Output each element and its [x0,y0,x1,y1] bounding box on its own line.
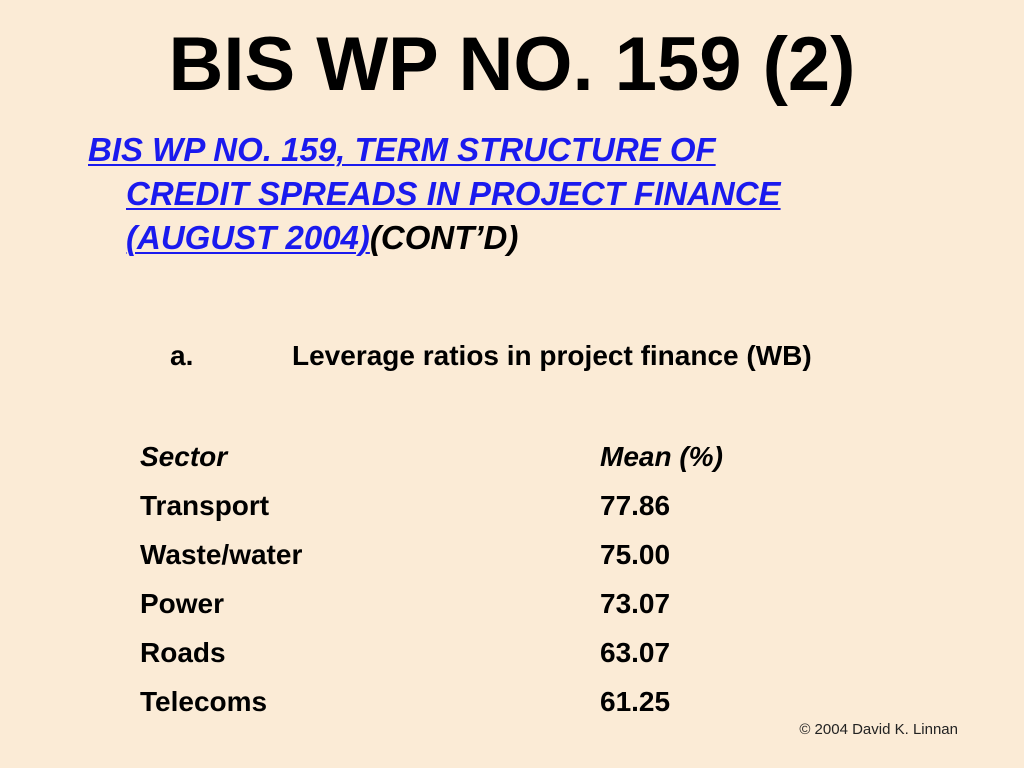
mean-cell: 61.25 [600,686,671,717]
bullet-paragraph: BIS WP NO. 159, TERM STRUCTURE OF CREDIT… [88,128,948,260]
copyright-notice: © 2004 David K. Linnan [799,721,958,738]
mean-cell: 73.07 [600,588,671,619]
subitem-marker: a. [170,340,194,371]
mean-cell: 63.07 [600,637,671,668]
subitem-heading: Leverage ratios in project finance (WB) [292,340,812,371]
slide-title: BIS WP NO. 159 (2) [168,22,856,107]
sector-cell: Telecoms [140,686,268,717]
sector-cell: Power [140,588,225,619]
continued-label: (CONT’D) [369,219,519,256]
paper-link-line-1[interactable]: BIS WP NO. 159, TERM STRUCTURE OF [88,131,716,168]
paper-link-line-2[interactable]: CREDIT SPREADS IN PROJECT FINANCE [126,175,781,212]
mean-cell: 75.00 [600,539,671,570]
sector-cell: Waste/water [140,539,303,570]
paper-link-line-3[interactable]: (AUGUST 2004) [126,219,370,256]
mean-cell: 77.86 [600,490,671,521]
header-sector: Sector [140,441,228,472]
sector-cell: Transport [140,490,270,521]
header-mean: Mean (%) [600,441,723,472]
sector-cell: Roads [140,637,226,668]
